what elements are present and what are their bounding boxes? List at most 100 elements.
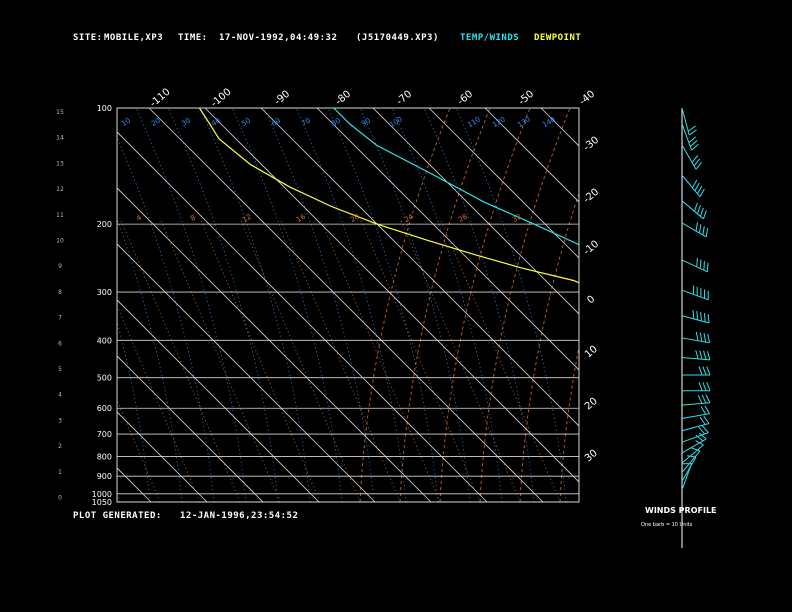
wind-barb-flag bbox=[695, 161, 703, 170]
height-tick-label: 15 bbox=[56, 109, 64, 116]
file-id: (J5170449.XP3) bbox=[356, 33, 439, 43]
wind-barb-flag bbox=[698, 224, 702, 234]
moist-adiabat-label: 40 bbox=[210, 117, 222, 128]
temp-tick-label: 10 bbox=[583, 344, 600, 361]
wind-barb-flag bbox=[700, 406, 707, 415]
pressure-tick-label: 600 bbox=[97, 404, 112, 413]
pressure-tick-label: 200 bbox=[97, 220, 112, 229]
wind-barb-staff bbox=[681, 200, 704, 220]
moist-adiabat-label: 70 bbox=[300, 117, 312, 128]
wind-barb-flag bbox=[706, 382, 711, 391]
dry-adiabat-line bbox=[359, 108, 451, 502]
wind-barb-staff bbox=[681, 289, 709, 301]
temp-tick-label: -20 bbox=[582, 187, 602, 206]
moist-adiabat-line bbox=[231, 108, 343, 502]
wind-barb-flag bbox=[688, 136, 697, 144]
moist-adiabat-label: 20 bbox=[150, 117, 162, 128]
dewpoint-trace bbox=[198, 108, 579, 284]
temp-tick-label: -90 bbox=[273, 89, 293, 108]
wind-barb-staff bbox=[681, 456, 697, 482]
wind-barb-staff bbox=[681, 174, 701, 198]
wind-barb bbox=[681, 432, 707, 454]
wind-barb-flag bbox=[703, 350, 707, 360]
temp-tick-label: -30 bbox=[582, 135, 602, 154]
wind-barb-flag bbox=[689, 140, 698, 147]
isotherm-line bbox=[316, 108, 579, 371]
wind-barb-flag bbox=[693, 158, 701, 167]
wind-barb-flag bbox=[702, 210, 707, 219]
wind-barb-flag bbox=[702, 366, 707, 376]
mixing-ratio-label: 28 bbox=[457, 213, 469, 224]
wind-barb-flag bbox=[696, 205, 701, 214]
wind-barb-flag bbox=[702, 226, 705, 236]
mixing-ratio-line bbox=[439, 217, 561, 502]
pressure-tick-label: 400 bbox=[97, 336, 112, 345]
wind-barb bbox=[681, 350, 711, 361]
wind-barb bbox=[681, 107, 697, 136]
moist-adiabat-label: 110 bbox=[466, 115, 482, 129]
wind-barb-staff bbox=[681, 356, 710, 361]
wind-barb-flag bbox=[699, 350, 703, 360]
pressure-tick-label: 1000 bbox=[92, 490, 112, 499]
wind-barb-staff bbox=[681, 315, 710, 324]
isotherm-line bbox=[117, 187, 432, 502]
wind-barb-flag bbox=[705, 228, 709, 238]
isotherm-line bbox=[148, 108, 544, 502]
isotherm-line bbox=[484, 108, 579, 203]
isotherm-line bbox=[0, 108, 39, 502]
moist-adiabat-label: 130 bbox=[516, 115, 532, 129]
moist-adiabat-line bbox=[199, 108, 311, 502]
pressure-tick-label: 300 bbox=[97, 288, 112, 297]
temp-tick-label: -70 bbox=[395, 89, 415, 108]
moist-adiabat-label: 100 bbox=[388, 115, 404, 129]
wind-barb-flag bbox=[701, 394, 707, 404]
height-tick-label: 9 bbox=[58, 263, 62, 270]
height-tick-label: 7 bbox=[58, 315, 62, 322]
winds-profile-subtitle: One barb = 10 Units bbox=[641, 522, 693, 528]
mixing-ratio-line bbox=[239, 217, 361, 502]
moist-adiabat-line bbox=[423, 108, 535, 502]
wind-barb-staff bbox=[681, 144, 697, 170]
mixing-ratio-line bbox=[159, 217, 281, 502]
wind-barb bbox=[681, 415, 710, 432]
pressure-tick-label: 900 bbox=[97, 472, 112, 481]
mixing-ratio-line bbox=[359, 217, 481, 502]
height-tick-label: 4 bbox=[58, 392, 62, 399]
wind-barb-flag bbox=[703, 261, 705, 271]
height-tick-label: 10 bbox=[56, 238, 64, 245]
wind-barb-flag bbox=[705, 394, 711, 403]
wind-barb-flag bbox=[698, 366, 703, 376]
temp-tick-label: -100 bbox=[209, 87, 233, 110]
moist-adiabat-label: 80 bbox=[330, 117, 342, 128]
wind-barb bbox=[681, 144, 703, 170]
wind-barb-flag bbox=[703, 333, 707, 343]
time-label: TIME: bbox=[178, 33, 208, 43]
moist-adiabat-line bbox=[391, 108, 503, 502]
wind-barb bbox=[681, 200, 707, 220]
isotherm-line bbox=[709, 108, 792, 502]
temp-tick-label: -110 bbox=[148, 87, 172, 110]
wind-barb-flag bbox=[700, 311, 702, 322]
wind-barb-flag bbox=[695, 331, 699, 341]
moist-adiabat-label: 30 bbox=[180, 117, 192, 128]
isotherm-line bbox=[653, 108, 792, 502]
moist-adiabat-line bbox=[135, 108, 247, 502]
isotherm-line bbox=[765, 108, 792, 502]
height-tick-label: 6 bbox=[58, 340, 62, 347]
moist-adiabat-line bbox=[117, 136, 215, 502]
moist-adiabat-line bbox=[359, 108, 471, 502]
wind-barb bbox=[681, 331, 711, 344]
wind-barb bbox=[681, 123, 699, 151]
temp-trace bbox=[333, 108, 579, 246]
wind-barb-flag bbox=[688, 129, 697, 136]
wind-barb-flag bbox=[706, 351, 711, 361]
mixing-ratio-label: 4 bbox=[135, 213, 143, 222]
isotherm-line bbox=[117, 411, 208, 502]
wind-barb-flag bbox=[698, 382, 703, 391]
wind-barb-flag bbox=[707, 333, 711, 343]
pressure-tick-label: 800 bbox=[97, 452, 112, 461]
height-tick-label: 0 bbox=[58, 495, 62, 502]
pressure-tick-label: 100 bbox=[97, 104, 112, 113]
wind-barb-flag bbox=[706, 262, 709, 272]
